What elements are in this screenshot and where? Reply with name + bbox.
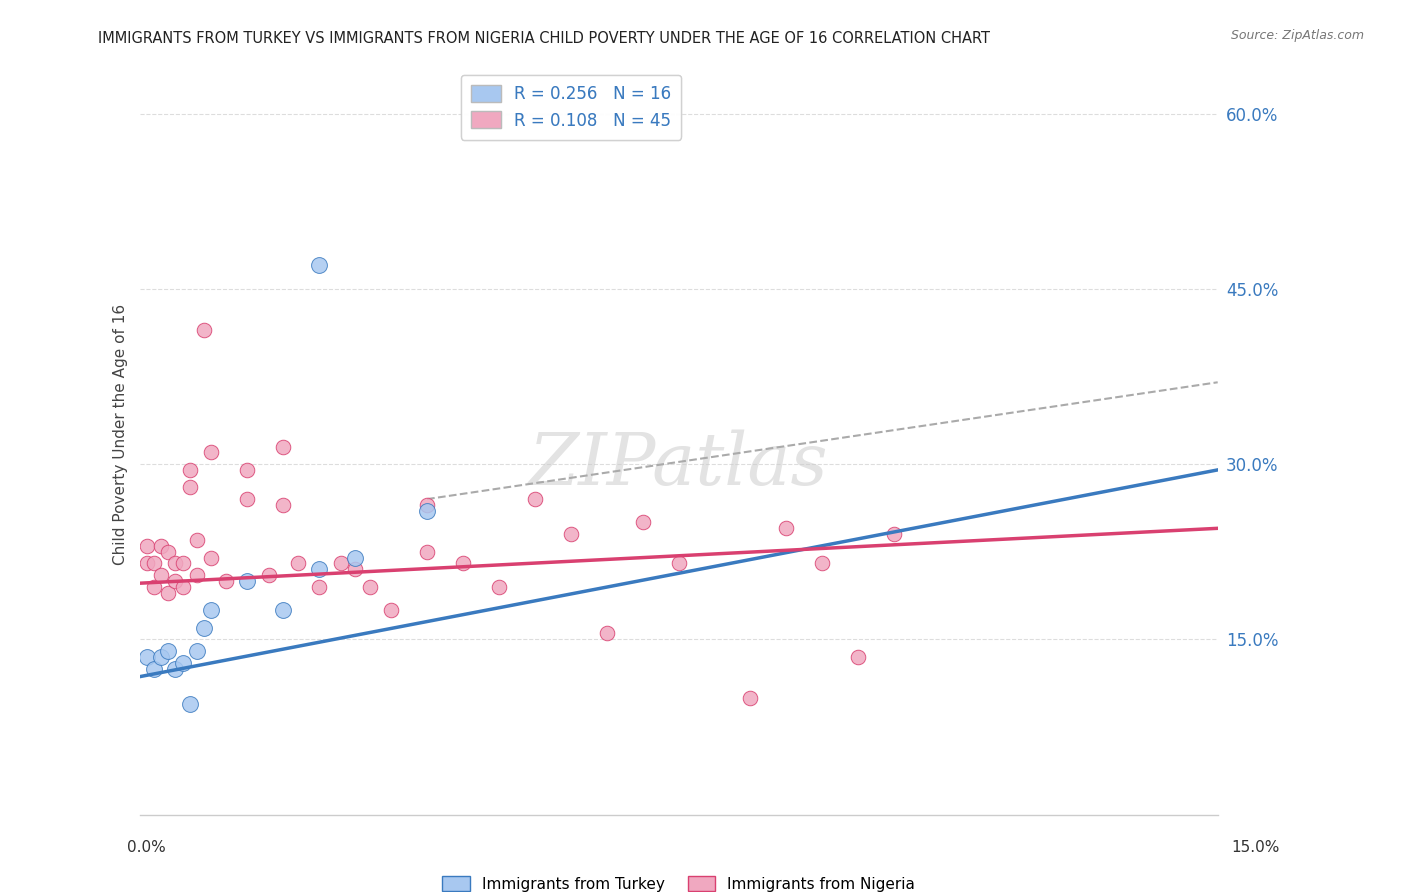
Point bbox=[179, 480, 201, 494]
Point bbox=[451, 557, 474, 571]
Point bbox=[883, 527, 905, 541]
Point bbox=[287, 557, 309, 571]
Point bbox=[329, 557, 352, 571]
Text: 15.0%: 15.0% bbox=[1232, 840, 1279, 855]
Point bbox=[135, 539, 157, 553]
Point bbox=[200, 445, 222, 459]
Point bbox=[811, 557, 834, 571]
Point bbox=[150, 539, 173, 553]
Legend: R = 0.256   N = 16, R = 0.108   N = 45: R = 0.256 N = 16, R = 0.108 N = 45 bbox=[461, 75, 681, 139]
Point bbox=[416, 498, 439, 512]
Text: Source: ZipAtlas.com: Source: ZipAtlas.com bbox=[1230, 29, 1364, 43]
Point bbox=[135, 557, 157, 571]
Point bbox=[186, 568, 208, 582]
Point bbox=[172, 580, 194, 594]
Point bbox=[150, 568, 173, 582]
Point bbox=[416, 544, 439, 558]
Point bbox=[236, 463, 259, 477]
Point bbox=[142, 661, 165, 675]
Point bbox=[271, 603, 294, 617]
Point bbox=[596, 626, 619, 640]
Point bbox=[200, 550, 222, 565]
Point bbox=[631, 516, 654, 530]
Point bbox=[416, 504, 439, 518]
Point bbox=[193, 621, 215, 635]
Point bbox=[380, 603, 402, 617]
Point bbox=[846, 649, 869, 664]
Text: 0.0%: 0.0% bbox=[127, 840, 166, 855]
Y-axis label: Child Poverty Under the Age of 16: Child Poverty Under the Age of 16 bbox=[114, 304, 128, 566]
Point bbox=[271, 440, 294, 454]
Point bbox=[179, 463, 201, 477]
Point bbox=[308, 259, 330, 273]
Point bbox=[186, 533, 208, 547]
Point bbox=[193, 323, 215, 337]
Point bbox=[172, 656, 194, 670]
Point bbox=[165, 574, 187, 588]
Point bbox=[200, 603, 222, 617]
Point bbox=[236, 492, 259, 507]
Point bbox=[150, 649, 173, 664]
Point bbox=[775, 521, 797, 535]
Point bbox=[257, 568, 280, 582]
Point bbox=[157, 644, 180, 658]
Point bbox=[172, 557, 194, 571]
Text: ZIPatlas: ZIPatlas bbox=[529, 430, 828, 500]
Point bbox=[308, 562, 330, 576]
Point bbox=[271, 498, 294, 512]
Point bbox=[488, 580, 510, 594]
Point bbox=[186, 644, 208, 658]
Point bbox=[668, 557, 690, 571]
Point bbox=[560, 527, 582, 541]
Point bbox=[135, 649, 157, 664]
Point bbox=[740, 690, 762, 705]
Point bbox=[165, 557, 187, 571]
Point bbox=[308, 580, 330, 594]
Point bbox=[236, 574, 259, 588]
Point bbox=[157, 585, 180, 599]
Point bbox=[157, 544, 180, 558]
Point bbox=[215, 574, 238, 588]
Point bbox=[142, 580, 165, 594]
Point bbox=[344, 562, 367, 576]
Text: IMMIGRANTS FROM TURKEY VS IMMIGRANTS FROM NIGERIA CHILD POVERTY UNDER THE AGE OF: IMMIGRANTS FROM TURKEY VS IMMIGRANTS FRO… bbox=[98, 31, 990, 46]
Point bbox=[523, 492, 546, 507]
Point bbox=[179, 697, 201, 711]
Point bbox=[165, 661, 187, 675]
Point bbox=[142, 557, 165, 571]
Point bbox=[359, 580, 381, 594]
Point bbox=[344, 550, 367, 565]
